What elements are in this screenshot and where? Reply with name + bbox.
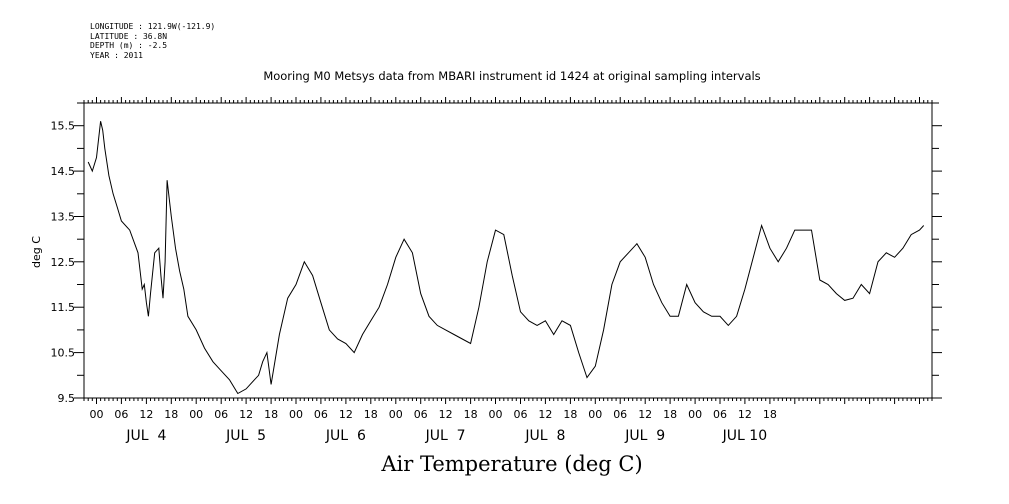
day-label: JUL 4 <box>125 428 166 444</box>
x-tick-label: 06 <box>114 408 128 421</box>
x-tick-label: 12 <box>538 408 552 421</box>
x-tick-label: 12 <box>339 408 353 421</box>
x-axis-label: Air Temperature (deg C) <box>381 452 643 476</box>
x-tick-label: 00 <box>489 408 503 421</box>
y-axis-label: deg C <box>30 236 43 268</box>
depth-text: DEPTH (m) : -2.5 <box>90 41 168 50</box>
x-tick-label: 06 <box>514 408 528 421</box>
metadata-block: LONGITUDE : 121.9W(-121.9) LATITUDE : 36… <box>90 22 215 60</box>
x-tick-label: 06 <box>713 408 727 421</box>
year-text: YEAR : 2011 <box>90 50 143 60</box>
x-tick-label: 06 <box>314 408 328 421</box>
day-label: JUL 9 <box>624 428 665 444</box>
y-tick-label: 11.5 <box>51 301 76 314</box>
x-tick-label: 12 <box>239 408 253 421</box>
y-tick-label: 15.5 <box>51 120 76 133</box>
day-label: JUL 7 <box>425 428 466 444</box>
y-tick-labels: 15.5 14.5 13.5 12.5 11.5 10.5 9.5 <box>51 120 76 405</box>
day-label: JUL 10 <box>722 428 767 444</box>
x-tick-label: 18 <box>663 408 677 421</box>
x-tick-label: 18 <box>464 408 478 421</box>
y-tick-label: 13.5 <box>51 211 76 224</box>
y-tick-label: 12.5 <box>51 256 76 269</box>
x-tick-label: 18 <box>763 408 777 421</box>
x-tick-label: 06 <box>414 408 428 421</box>
y-tick-label: 9.5 <box>58 392 76 405</box>
x-tick-label: 18 <box>264 408 278 421</box>
x-tick-label: 00 <box>189 408 203 421</box>
x-tick-label: 18 <box>563 408 577 421</box>
x-tick-label: 18 <box>364 408 378 421</box>
latitude-text: LATITUDE : 36.8N <box>90 31 168 41</box>
day-label: JUL 6 <box>325 428 366 444</box>
tick-marks <box>74 97 942 404</box>
series-line <box>87 121 925 395</box>
x-tick-labels: 00 06 12 18 00 06 12 18 00 06 12 18 00 06 12 18 00 06 12 18… <box>90 408 777 421</box>
x-tick-label: 06 <box>214 408 228 421</box>
plot-frame <box>83 102 933 399</box>
x-tick-label: 00 <box>688 408 702 421</box>
y-tick-label: 10.5 <box>51 347 76 360</box>
x-tick-label: 00 <box>389 408 403 421</box>
x-tick-label: 00 <box>90 408 104 421</box>
x-tick-label: 18 <box>164 408 178 421</box>
x-tick-label: 06 <box>613 408 627 421</box>
day-label: JUL 5 <box>225 428 266 444</box>
x-tick-label: 12 <box>738 408 752 421</box>
chart-title: Mooring M0 Metsys data from MBARI instru… <box>263 69 761 83</box>
x-tick-label: 00 <box>289 408 303 421</box>
longitude-text: LONGITUDE : 121.9W(-121.9) <box>90 22 216 31</box>
x-tick-label: 12 <box>439 408 453 421</box>
day-labels: JUL 4 JUL 5 JUL 6 JUL 7 JUL 8 JUL 9 JUL 10 <box>125 428 767 444</box>
x-tick-label: 12 <box>638 408 652 421</box>
x-tick-label: 12 <box>139 408 153 421</box>
y-tick-label: 14.5 <box>51 165 76 178</box>
day-label: JUL 8 <box>524 428 565 444</box>
x-tick-label: 00 <box>588 408 602 421</box>
